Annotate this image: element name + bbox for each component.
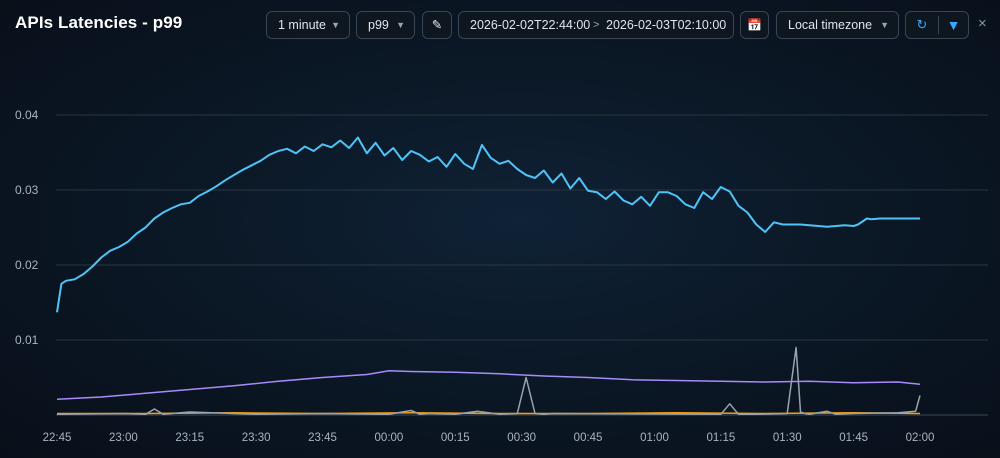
interval-select[interactable]: 1 minute ▼: [266, 11, 350, 39]
stat-value: p99: [368, 18, 389, 32]
x-tick-label: 00:45: [574, 432, 603, 444]
x-axis-labels: 22:45 23:00 23:15 23:30 23:45 00:00 00:15 00:30…: [43, 432, 935, 444]
pencil-icon: ✎: [431, 18, 443, 32]
series-line-2: [56, 346, 921, 416]
y-tick-label: 0.04: [15, 108, 39, 122]
series-lines: [56, 136, 921, 416]
x-tick-label: 22:45: [43, 432, 72, 444]
panel-title: APIs Latencies - p99: [15, 13, 183, 32]
timezone-value: Local timezone: [788, 18, 873, 32]
range-from: 2026-02-02T22:44:00: [470, 18, 591, 32]
series-line-0: [56, 136, 920, 313]
grid-lines: [56, 114, 988, 416]
x-tick-label: 01:00: [640, 432, 669, 444]
range-separator: >: [593, 19, 600, 31]
y-tick-label: 0.01: [15, 333, 39, 347]
x-tick-label: 02:00: [906, 432, 935, 444]
timezone-select[interactable]: Local timezone ▼: [776, 11, 899, 39]
x-tick-label: 23:30: [242, 432, 271, 444]
edit-button[interactable]: ✎: [422, 11, 452, 39]
calendar-icon: 📅: [747, 18, 762, 32]
x-tick-label: 00:15: [441, 432, 470, 444]
range-to: 2026-02-03T02:10:00: [606, 18, 727, 32]
chevron-down-icon: ▼: [396, 20, 405, 30]
x-tick-label: 23:45: [308, 432, 337, 444]
close-icon[interactable]: ×: [978, 15, 987, 32]
toolbar: 1 minute ▼ p99 ▼ ✎ 2026-02-02T22:44:00 >…: [0, 11, 1000, 39]
y-axis-labels: 0.04 0.03 0.02 0.01: [15, 108, 39, 347]
chevron-down-icon: ▼: [880, 20, 889, 30]
x-tick-label: 00:30: [507, 432, 536, 444]
refresh-group: ↻ ▼: [905, 11, 969, 39]
x-tick-label: 01:30: [773, 432, 802, 444]
chevron-down-icon: ▼: [331, 20, 340, 30]
x-tick-label: 01:15: [706, 432, 735, 444]
y-tick-label: 0.02: [15, 258, 39, 272]
series-line-1: [56, 370, 921, 401]
stat-select[interactable]: p99 ▼: [356, 11, 415, 39]
refresh-icon[interactable]: ↻: [916, 17, 928, 32]
filter-dropdown-icon[interactable]: ▼: [946, 17, 961, 33]
interval-value: 1 minute: [278, 18, 326, 32]
x-tick-label: 23:00: [109, 432, 138, 444]
x-tick-label: 00:00: [375, 432, 404, 444]
divider: [938, 16, 939, 34]
x-tick-label: 01:45: [839, 432, 868, 444]
x-tick-label: 23:15: [175, 432, 204, 444]
y-tick-label: 0.03: [15, 183, 39, 197]
calendar-button[interactable]: 📅: [740, 11, 769, 39]
time-range-picker[interactable]: 2026-02-02T22:44:00 > 2026-02-03T02:10:0…: [458, 11, 734, 39]
